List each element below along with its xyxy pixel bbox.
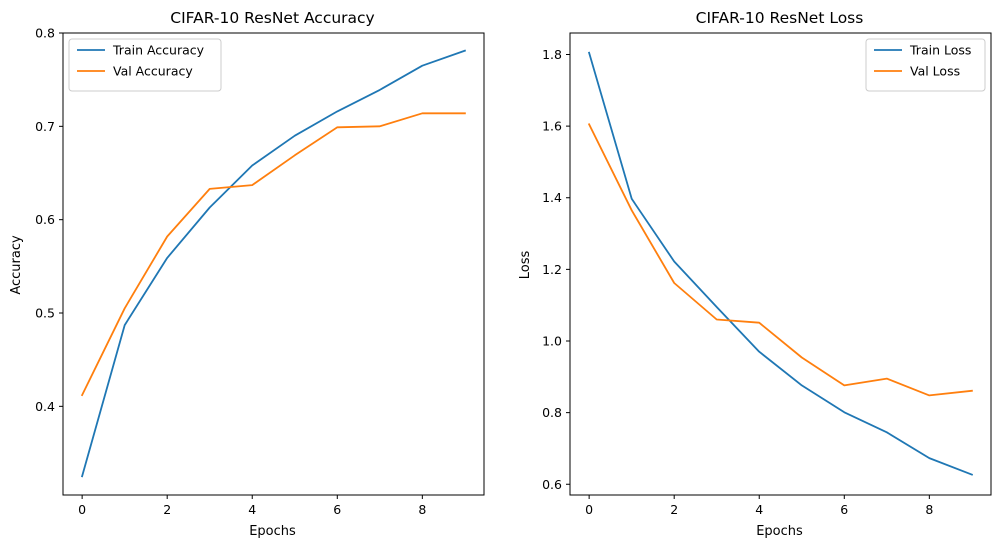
series-line-train (587, 51, 974, 476)
y-tick-label: 1.2 (542, 262, 562, 277)
y-tick-label: 1.8 (542, 47, 562, 62)
plot-area-frame (62, 32, 485, 496)
chart-title: CIFAR-10 ResNet Accuracy (170, 9, 374, 27)
y-tick-label: 0.6 (35, 212, 55, 227)
y-tick-label: 0.6 (542, 477, 562, 492)
series-line-train (80, 49, 467, 478)
series-line-val (587, 123, 973, 397)
y-tick-label: 0.5 (35, 306, 55, 321)
x-tick-label: 4 (248, 502, 256, 517)
x-tick-label: 0 (78, 502, 86, 517)
legend-label: Train Accuracy (112, 43, 205, 58)
x-axis-label: Epochs (756, 524, 803, 539)
legend-label: Train Loss (909, 43, 971, 58)
chart-title: CIFAR-10 ResNet Loss (696, 9, 864, 27)
legend: Train Loss Val Loss (865, 38, 986, 92)
x-tick-label: 0 (585, 502, 593, 517)
y-tick-label: 0.7 (35, 119, 55, 134)
x-tick-label: 2 (670, 502, 678, 517)
y-tick-label: 0.4 (35, 399, 55, 414)
y-axis-label: Loss (518, 251, 533, 280)
series-line-val (80, 112, 466, 397)
loss-chart: CIFAR-10 ResNet Loss Epochs Loss 0 2 4 6 8 0.… (518, 9, 992, 539)
x-tick-label: 6 (840, 502, 848, 517)
y-tick-label: 1.6 (542, 119, 562, 134)
x-tick-label: 6 (333, 502, 341, 517)
legend-frame (865, 38, 986, 92)
x-tick-label: 8 (925, 502, 933, 517)
plot-area-frame (569, 32, 992, 496)
accuracy-chart: CIFAR-10 ResNet Accuracy Epochs Accuracy… (9, 9, 485, 539)
y-tick-label: 0.8 (35, 26, 55, 41)
y-tick-label: 1.0 (542, 334, 562, 349)
x-tick-label: 4 (755, 502, 763, 517)
x-tick-label: 8 (418, 502, 426, 517)
y-axis-label: Accuracy (9, 235, 24, 295)
legend-label: Val Accuracy (113, 64, 193, 79)
legend: Train Accuracy Val Accuracy (68, 38, 222, 92)
x-tick-label: 2 (163, 502, 171, 517)
legend-frame (68, 38, 222, 92)
x-axis-label: Epochs (249, 524, 296, 539)
legend-label: Val Loss (910, 64, 960, 79)
y-tick-label: 1.4 (542, 190, 562, 205)
y-tick-label: 0.8 (542, 405, 562, 420)
